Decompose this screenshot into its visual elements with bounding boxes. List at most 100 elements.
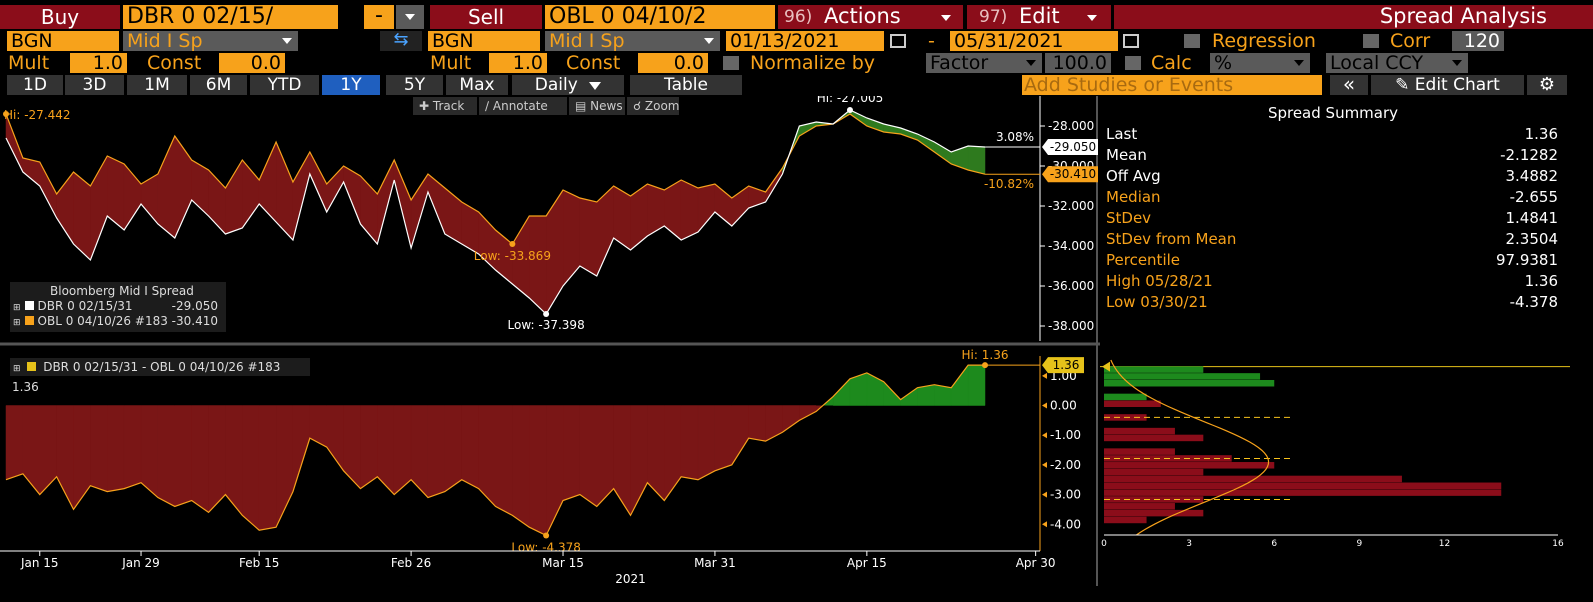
normalize-checkbox[interactable] [723, 56, 739, 70]
summary-value: 1.4841 [1505, 209, 1559, 227]
hi-peak-marker [846, 107, 853, 113]
hist-bar [1104, 503, 1175, 510]
lower-y-tick [1042, 372, 1047, 379]
const1-input[interactable]: 0.0 [219, 53, 285, 73]
regression-checkbox[interactable] [1184, 34, 1200, 48]
distribution-histogram[interactable]: 0 3 6 9 12 16 [1100, 350, 1570, 550]
spread-chart[interactable]: -28.000-30.000-32.000-34.000-36.000-38.0… [0, 96, 1100, 602]
annotate-button[interactable]: ∕ Annotate [479, 97, 567, 115]
ccy-select[interactable]: Local CCY [1326, 53, 1468, 73]
series-line-obl[interactable] [5, 113, 986, 245]
expand-icon[interactable]: ⊞ [13, 303, 21, 313]
date-dash: - [928, 30, 935, 52]
lower-y-tick [1042, 402, 1047, 409]
normalize-select[interactable]: Factor [926, 53, 1042, 73]
calendar-icon[interactable] [890, 34, 906, 48]
buy-ticker-input[interactable]: DBR 0 02/15/ [123, 5, 338, 29]
summary-value: 1.36 [1524, 125, 1558, 143]
actions-menu[interactable]: 96) Actions [778, 5, 963, 29]
track-button[interactable]: ✚ Track [413, 97, 477, 115]
annotate-label: Annotate [492, 99, 548, 113]
low-orange-marker [509, 241, 516, 247]
studies-input[interactable]: Add Studies or Events [1022, 75, 1322, 95]
low-orange-label: Low: -33.869 [474, 249, 551, 263]
source2-field[interactable]: BGN [428, 31, 540, 51]
hist-bar [1104, 400, 1161, 407]
hist-bar [1104, 482, 1502, 490]
collapse-button[interactable]: « [1330, 74, 1368, 95]
area-segment [309, 405, 327, 448]
hist-x-tick-label: 6 [1271, 539, 1277, 549]
interval-select[interactable]: Daily [512, 75, 624, 95]
const2-input[interactable]: 0.0 [638, 53, 708, 73]
legend-row[interactable]: ⊞ DBR 0 02/15/31 -29.050 [10, 299, 226, 314]
date-from-input[interactable]: 01/13/2021 [726, 31, 884, 51]
calendar-icon[interactable] [1123, 34, 1139, 48]
series-line-dbr[interactable] [5, 109, 986, 315]
hist-bar [1104, 496, 1204, 503]
corr-checkbox[interactable] [1363, 34, 1379, 48]
calc-select[interactable]: % [1210, 53, 1310, 73]
zoom-button[interactable]: ☌ Zoom [627, 97, 679, 115]
field2-select[interactable]: Mid I Sp [545, 31, 720, 51]
tab-1d[interactable]: 1D [7, 75, 63, 95]
expand-icon[interactable]: ⊞ [13, 364, 21, 374]
area-segment [512, 405, 530, 528]
area-segment [562, 405, 581, 501]
legend-series-value: -30.410 [171, 314, 218, 328]
corr-window-input[interactable]: 120 [1452, 31, 1504, 51]
tab-max[interactable]: Max [446, 75, 508, 95]
gear-icon[interactable]: ⚙ [1527, 75, 1567, 95]
chart-area[interactable]: -28.000 -30.000 -32.000 -34.000 -36.000 -38.0… [0, 96, 1100, 602]
calc-value: % [1214, 53, 1233, 73]
area-segment [748, 405, 766, 442]
minus-dropdown[interactable] [396, 5, 424, 29]
tab-ytd[interactable]: YTD [250, 75, 319, 95]
zoom-label: Zoom [644, 99, 680, 113]
source-row: BGN Mid I Sp ⇆ BGN Mid I Sp 01/13/2021 -… [0, 31, 1593, 51]
hist-bar [1104, 434, 1204, 442]
lower-legend[interactable]: ⊞ DBR 0 02/15/31 - OBL 0 04/10/26 #183 1… [10, 358, 310, 394]
legend-swatch [24, 301, 34, 310]
swap-icon[interactable]: ⇆ [380, 31, 422, 51]
hist-x-tick-label: 12 [1439, 539, 1450, 549]
source1-field[interactable]: BGN [7, 31, 119, 51]
area-segment [664, 405, 682, 502]
summary-label: Median [1106, 188, 1161, 206]
normalize-num-input[interactable]: 100.0 [1045, 53, 1111, 73]
spread-fill-segment [647, 183, 665, 237]
expand-icon[interactable]: ⊞ [13, 318, 21, 328]
chevron-down-icon [1087, 15, 1097, 21]
mult1-input[interactable]: 1.0 [70, 53, 127, 73]
date-to-input[interactable]: 05/31/2021 [950, 31, 1118, 51]
summary-value: 1.36 [1524, 272, 1558, 290]
tab-5y[interactable]: 5Y [386, 75, 443, 95]
spread-fill-segment [680, 179, 699, 241]
spread-fill-segment [22, 157, 41, 187]
tab-3d[interactable]: 3D [65, 75, 124, 95]
news-button[interactable]: ▤ News [569, 97, 625, 115]
chevron-down-icon [704, 38, 714, 44]
field1-select[interactable]: Mid I Sp [123, 31, 298, 51]
mult2-input[interactable]: 1.0 [489, 53, 547, 73]
table-button[interactable]: Table [630, 75, 742, 95]
summary-rows: Last 1.36 Mean -2.1282 Off Avg 3.4882 Median -2… [1106, 124, 1558, 313]
edit-chart-button[interactable]: ✎ Edit Chart [1371, 75, 1524, 95]
spread-line[interactable] [5, 364, 985, 537]
summary-value: -2.655 [1509, 188, 1558, 206]
tab-6m[interactable]: 6M [190, 75, 247, 95]
spread-fill-segment [410, 173, 429, 249]
edit-menu[interactable]: 97) Edit [967, 5, 1111, 29]
legend-row[interactable]: ⊞ OBL 0 04/10/26 #183 -30.410 [10, 314, 226, 329]
minus-button[interactable]: - [364, 5, 394, 29]
tab-1m[interactable]: 1M [127, 75, 187, 95]
area-segment [410, 405, 429, 499]
summary-row: Percentile 97.9381 [1106, 250, 1558, 271]
calc-checkbox[interactable] [1125, 56, 1141, 70]
sell-ticker-input[interactable]: OBL 0 04/10/2 [545, 5, 775, 29]
lower-y-tick [1042, 461, 1047, 468]
tab-1y[interactable]: 1Y [322, 75, 380, 95]
spread-fill-segment [529, 215, 547, 315]
area-segment [697, 405, 716, 481]
summary-row: Mean -2.1282 [1106, 145, 1558, 166]
